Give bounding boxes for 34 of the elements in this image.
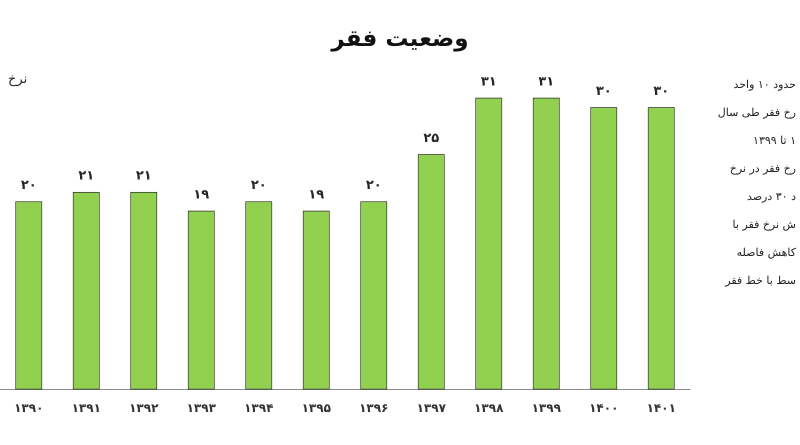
x-tick-label: ۱۳۹۴ xyxy=(244,400,274,415)
chart-title: وضعیت فقر xyxy=(329,26,470,52)
data-label: ۳۰ xyxy=(596,84,612,99)
x-tick-label: ۱۳۹۹ xyxy=(532,400,562,415)
data-label: ۱۹ xyxy=(193,188,210,203)
x-tick-label: ۱۳۹۶ xyxy=(359,400,388,415)
x-tick-label: ۱۴۰۱ xyxy=(646,400,676,415)
data-label: ۲۰ xyxy=(250,178,267,194)
text: سط با خط فقر xyxy=(724,274,796,287)
x-tick-label: ۱۴۰۰ xyxy=(589,400,618,415)
data-label: ۱۹ xyxy=(308,188,324,203)
x-tick-label: ۱۳۹۸ xyxy=(474,400,504,415)
data-label: ۲۱ xyxy=(78,168,94,184)
data-label: ۲۵ xyxy=(423,131,440,146)
data-label: ۳۱ xyxy=(480,74,497,90)
data-label: ۲۰ xyxy=(20,178,37,194)
text: د ۳۰ درصد xyxy=(746,190,796,203)
x-tick-label: ۱۳۹۳ xyxy=(186,400,217,415)
text: رخ فقر در نرخ xyxy=(728,162,796,175)
x-tick-label: ۱۳۹۵ xyxy=(302,400,331,415)
text: حدود ۱۰ واحد xyxy=(732,78,796,91)
x-tick-label: ۱۳۹۷ xyxy=(416,400,447,415)
x-tick-label: ۱۳۹۰ xyxy=(14,400,44,415)
text: ۱ تا ۱۳۹۹ xyxy=(752,134,796,147)
data-label: ۲۱ xyxy=(136,168,152,184)
x-tick-label: ۱۳۹۲ xyxy=(129,400,160,415)
text: کاهش فاصله xyxy=(736,246,796,259)
data-label: ۳۱ xyxy=(538,74,554,90)
data-label: ۳۰ xyxy=(653,84,670,99)
x-tick-label: ۱۳۹۱ xyxy=(72,400,101,415)
text: ش نرخ فقر با xyxy=(732,218,796,231)
text: رخ فقر طی سال xyxy=(716,106,796,119)
y-axis-title: نرخ xyxy=(8,72,28,87)
data-label: ۲۰ xyxy=(366,178,382,194)
